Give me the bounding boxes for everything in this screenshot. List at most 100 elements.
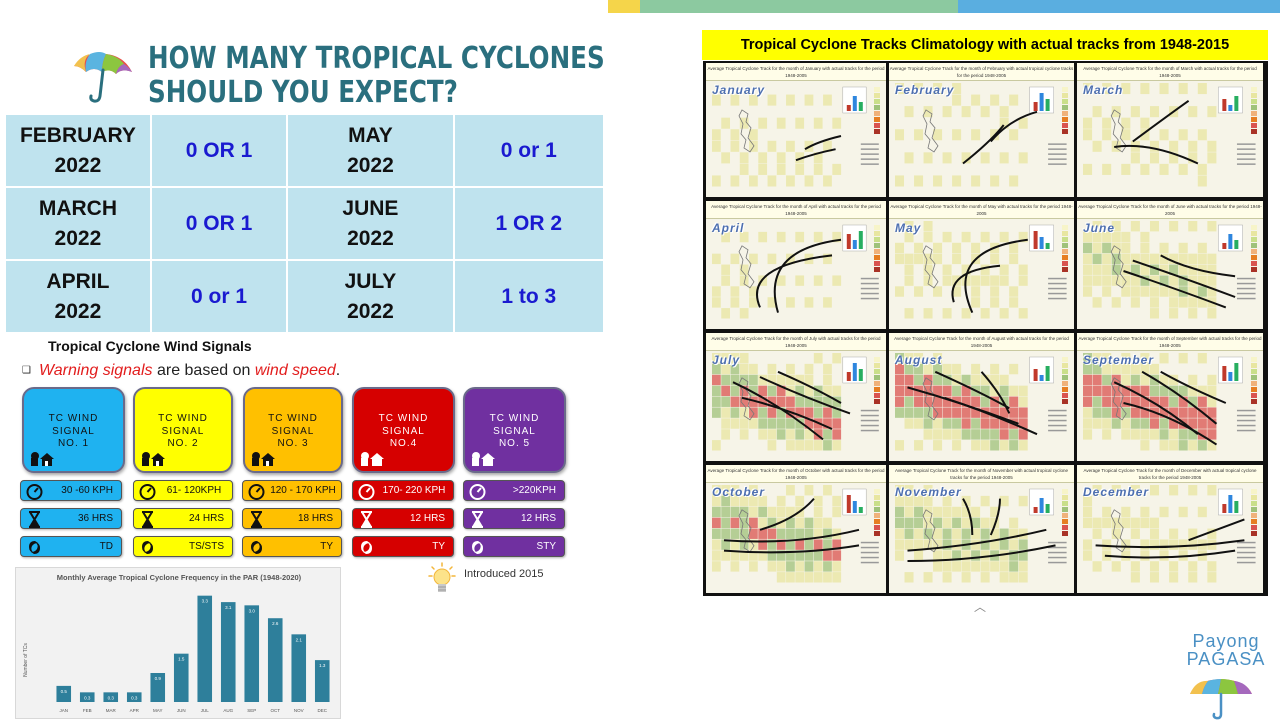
- track-map-drawing: [712, 224, 880, 319]
- wind-signal-card-label: TC WIND SIGNAL NO. 3: [245, 413, 341, 451]
- wind-signal-card-label: TC WIND SIGNAL NO. 2: [135, 413, 231, 451]
- month-cell: JUNE 2022: [286, 186, 455, 261]
- wind-speed-row-text: >220KPH: [512, 485, 556, 496]
- wind-signal-card-text: SIGNAL: [161, 425, 205, 437]
- value-cell: 0 OR 1: [149, 186, 289, 261]
- track-map-drawing: [1083, 485, 1257, 583]
- bar-data-label: 3.0: [249, 608, 256, 613]
- tracks-map-grid: Average Tropical Cyclone Track for the m…: [703, 61, 1268, 596]
- track-map-drawing: [895, 221, 1068, 319]
- wind-signal-card-4: TC WIND SIGNAL NO.4: [352, 387, 455, 473]
- top-strip-yellow: [608, 0, 640, 13]
- track-map-header: Average Tropical Cyclone Track for the m…: [889, 333, 1074, 351]
- track-map-header: Average Tropical Cyclone Track for the m…: [1077, 63, 1263, 81]
- track-map-month-label: April: [712, 221, 745, 235]
- wind-signal-card-text: TC WIND: [48, 413, 99, 424]
- bar-jul: [197, 595, 213, 702]
- wind-signal-card-text: NO.4: [389, 438, 418, 449]
- bar-data-label: 2.6: [272, 621, 279, 626]
- table-row: FEBRUARY 2022 0 OR 1 MAY 2022 0 or 1: [4, 113, 606, 188]
- wind-speed-row-text: 30 -60 KPH: [61, 485, 113, 496]
- top-strip-green: [640, 0, 958, 13]
- month-cell: FEBRUARY 2022: [4, 113, 152, 188]
- track-map-header: Average Tropical Cyclone Track for the m…: [889, 63, 1074, 81]
- gauge-icon: [248, 484, 265, 500]
- chart-title: Monthly Average Tropical Cyclone Frequen…: [57, 573, 302, 582]
- track-map-month-label: November: [895, 485, 962, 499]
- lead-time-row-2: 24 HRS: [133, 508, 233, 529]
- track-map-drawing: [895, 353, 1068, 451]
- category-row-2: TS/STS: [133, 536, 233, 557]
- track-map-january: Average Tropical Cyclone Track for the m…: [706, 63, 886, 197]
- track-map-header: Average Tropical Cyclone Track for the m…: [889, 465, 1074, 483]
- month-cell: JULY 2022: [286, 259, 455, 334]
- month-cell: MAY 2022: [286, 113, 455, 188]
- track-map-september: Average Tropical Cyclone Track for the m…: [1077, 333, 1263, 461]
- track-map-march: Average Tropical Cyclone Track for the m…: [1077, 63, 1263, 197]
- category-row-text: TD: [99, 541, 113, 552]
- hourglass-icon: [142, 511, 153, 528]
- track-map-header: Average Tropical Cyclone Track for the m…: [706, 63, 886, 81]
- wind-signal-card-label: TC WIND SIGNAL NO. 5: [465, 413, 564, 451]
- bar-nov: [291, 634, 307, 702]
- lead-time-row-1: 36 HRS: [20, 508, 122, 529]
- track-map-month-label: August: [895, 353, 943, 367]
- monthly-frequency-chart: Monthly Average Tropical Cyclone Frequen…: [15, 567, 341, 719]
- wind-speed-row-text: 120 - 170 KPH: [270, 485, 336, 496]
- category-row-text: TS/STS: [188, 541, 224, 552]
- track-map-month-label: May: [895, 221, 922, 235]
- wind-signal-card-text: SIGNAL: [493, 425, 536, 437]
- wind-signal-card-text: SIGNAL: [382, 425, 425, 437]
- wind-signal-card-label: TC WIND SIGNAL NO.4: [354, 413, 453, 451]
- track-map-header: Average Tropical Cyclone Track for the m…: [889, 201, 1074, 219]
- track-map-drawing: [895, 485, 1068, 583]
- month-cell: APRIL 2022: [4, 259, 152, 334]
- x-tick-label: JAN: [59, 708, 68, 713]
- category-row-3: TY: [242, 536, 342, 557]
- lead-time-row-4: 12 HRS: [352, 508, 454, 529]
- expectation-table: FEBRUARY 2022 0 OR 1 MAY 2022 0 or 1 MARCH…: [4, 113, 606, 334]
- wind-signal-card-3: TC WIND SIGNAL NO. 3: [243, 387, 343, 473]
- track-map-july: Average Tropical Cyclone Track for the m…: [706, 333, 886, 461]
- top-strip-blue: [958, 0, 1280, 13]
- wind-signal-card-text: SIGNAL: [271, 425, 315, 437]
- track-map-drawing: [1083, 83, 1257, 187]
- x-tick-label: JUL: [201, 708, 209, 713]
- bar-data-label: 0.3: [84, 695, 91, 700]
- value-cell: 0 OR 1: [149, 113, 289, 188]
- track-map-month-label: December: [1083, 485, 1150, 499]
- introduced-note: Introduced 2015: [464, 568, 544, 580]
- x-tick-label: JUN: [177, 708, 186, 713]
- track-map-drawing: [712, 485, 880, 583]
- wind-speed-row-5: >220KPH: [463, 480, 565, 501]
- lead-time-row-3: 18 HRS: [242, 508, 342, 529]
- lead-time-row-text: 18 HRS: [297, 513, 333, 524]
- gauge-icon: [358, 484, 375, 500]
- bar-may: [150, 673, 166, 702]
- x-tick-label: OCT: [271, 708, 281, 713]
- house-icon: [252, 452, 275, 466]
- track-map-month-label: July: [712, 353, 741, 367]
- bar-jun: [173, 653, 189, 702]
- track-map-december: Average Tropical Cyclone Track for the m…: [1077, 465, 1263, 593]
- track-map-header: Average Tropical Cyclone Track for the m…: [1077, 333, 1263, 351]
- value-cell: 1 OR 2: [452, 186, 606, 261]
- track-map-month-label: October: [712, 485, 766, 499]
- x-tick-label: SEP: [247, 708, 256, 713]
- cyclone-icon: [29, 541, 40, 554]
- bar-data-label: 0.5: [61, 689, 68, 694]
- track-map-drawing: [712, 86, 880, 187]
- page-title: HOW MANY TROPICAL CYCLONES SHOULD YOU EX…: [148, 42, 605, 110]
- umbrella-logo-icon: [74, 52, 132, 103]
- value-cell: 0 or 1: [149, 259, 289, 334]
- wind-signal-card-label: TC WIND SIGNAL NO. 1: [24, 413, 123, 451]
- cyclone-icon: [142, 541, 153, 554]
- chart-bars: 0.5 JAN 0.3 FEB 0.3 MAR 0.3 APR 0.9 MAY 1.5 JUN 3.3 J…: [56, 595, 330, 713]
- lead-time-row-text: 12 HRS: [520, 513, 556, 524]
- lightbulb-icon: [428, 562, 456, 592]
- house-icon: [31, 452, 54, 466]
- bullet-icon: ❑: [22, 365, 31, 376]
- bar-data-label: 0.3: [131, 695, 138, 700]
- wind-signal-card-text: TC WIND: [158, 413, 208, 424]
